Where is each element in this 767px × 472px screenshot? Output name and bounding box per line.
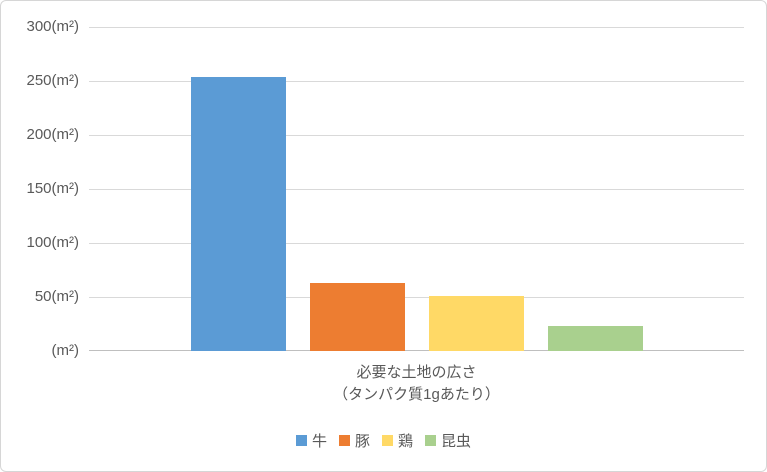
legend-swatch-icon <box>382 435 393 446</box>
legend-item-昆虫: 昆虫 <box>425 430 471 451</box>
bar-昆虫 <box>547 326 643 351</box>
y-tick-label: 150(m²) <box>26 180 79 197</box>
bar-牛 <box>190 76 286 351</box>
legend-label: 鶏 <box>398 433 414 450</box>
x-axis-line <box>89 350 744 351</box>
x-axis-title-line2: （タンパク質1gあたり） <box>333 386 500 403</box>
y-axis: 300(m²) 250(m²) 200(m²) 150(m²) 100(m²) 50(m²… <box>1 1 79 471</box>
x-axis-title-line1: 必要な土地の広さ <box>356 364 477 381</box>
y-tick-label: 100(m²) <box>26 234 79 251</box>
legend-item-鶏: 鶏 <box>382 430 413 451</box>
gridline <box>89 189 744 190</box>
legend-swatch-icon <box>425 435 437 446</box>
gridline <box>89 243 744 244</box>
gridline <box>89 135 744 136</box>
y-tick-label: 250(m²) <box>26 72 79 89</box>
legend: 牛 豚 鶏 昆虫 <box>1 430 766 451</box>
legend-item-牛: 牛 <box>295 430 327 451</box>
y-tick-label: 300(m²) <box>26 18 79 35</box>
legend-item-豚: 豚 <box>338 430 370 451</box>
gridline <box>89 27 744 28</box>
y-tick-label: 200(m²) <box>26 126 79 143</box>
legend-label: 昆虫 <box>441 433 472 450</box>
legend-label: 牛 <box>311 433 327 450</box>
legend-label: 豚 <box>354 433 370 450</box>
y-tick-label: 50(m²) <box>34 288 79 305</box>
legend-swatch-icon <box>295 435 307 446</box>
x-axis-title: 必要な土地の広さ （タンパク質1gあたり） <box>89 362 744 406</box>
plot-area <box>89 27 744 351</box>
gridline <box>89 81 744 82</box>
legend-swatch-icon <box>338 435 350 446</box>
bar-鶏 <box>428 295 524 351</box>
gridline <box>89 297 744 298</box>
y-tick-label: (m²) <box>51 342 79 359</box>
bar-豚 <box>309 282 405 351</box>
